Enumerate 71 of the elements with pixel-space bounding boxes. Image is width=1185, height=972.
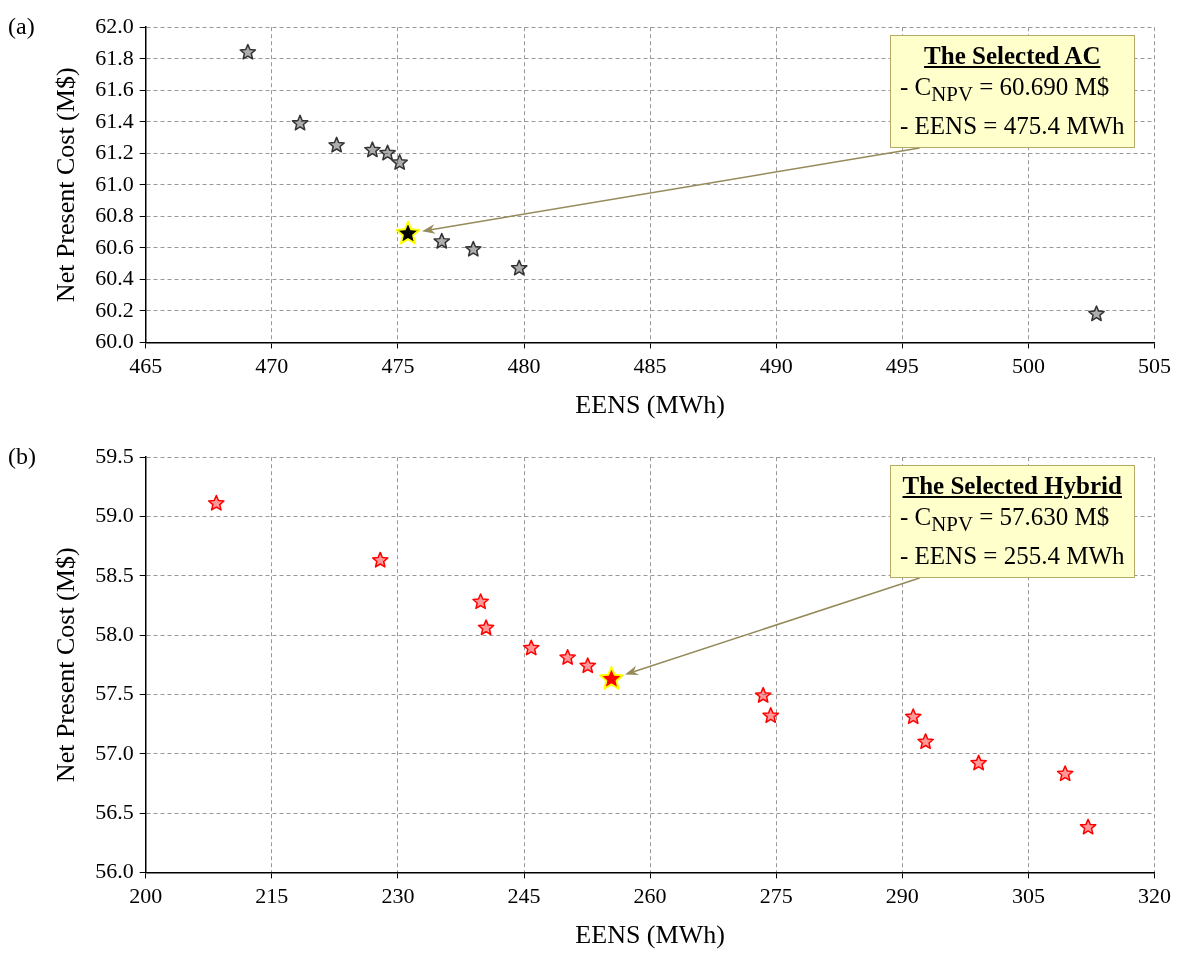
- point: [970, 754, 987, 771]
- x-tick-label: 320: [1138, 883, 1171, 909]
- annotation: The Selected AC - C$_{NPV}$ = 60.690 M$ - EENS = 475.4 MWh: [900, 41, 1125, 142]
- point: [472, 593, 489, 610]
- point: [579, 657, 597, 674]
- point: [379, 144, 396, 161]
- y-tick-label: 56.5: [95, 798, 134, 824]
- y-tick-label: 61.0: [95, 170, 134, 196]
- y-tick-label: 61.8: [95, 44, 134, 70]
- point: [239, 43, 257, 60]
- point: [291, 114, 309, 131]
- y-tick-label: 56.0: [95, 858, 134, 884]
- point: [599, 666, 624, 690]
- x-tick-label: 490: [759, 353, 793, 379]
- point: [1079, 818, 1097, 835]
- y-tick-label: 57.0: [95, 739, 134, 765]
- y-tick-label: 61.6: [95, 76, 134, 102]
- x-axis-title: EENS (MWh): [575, 920, 725, 950]
- y-tick-label: 61.2: [95, 139, 134, 165]
- point: [207, 494, 225, 511]
- y-tick-label: 62.0: [95, 12, 134, 38]
- x-tick-label: 290: [885, 883, 919, 909]
- x-tick-label: 230: [381, 883, 415, 909]
- point: [904, 708, 922, 725]
- x-tick-label: 200: [129, 883, 163, 909]
- y-tick-label: 60.2: [95, 296, 134, 322]
- x-axis-title: EENS (MWh): [575, 390, 725, 420]
- x-tick-label: 505: [1138, 353, 1171, 379]
- point: [433, 232, 451, 249]
- y-tick-label: 60.0: [95, 328, 134, 354]
- point: [1088, 305, 1105, 322]
- x-tick-label: 245: [507, 883, 541, 909]
- x-tick-label: 275: [759, 883, 793, 909]
- point: [559, 648, 576, 665]
- y-tick-label: 60.4: [95, 265, 134, 291]
- point: [1056, 765, 1074, 782]
- x-tick-label: 305: [1011, 883, 1045, 909]
- y-tick-label: 59.0: [95, 502, 134, 528]
- annotation: The Selected Hybrid - C$_{NPV}$ = 57.630 M$ - EENS = 255.4 MWh: [900, 471, 1125, 572]
- x-tick-label: 500: [1011, 353, 1045, 379]
- x-tick-label: 260: [633, 883, 667, 909]
- point: [477, 619, 495, 636]
- x-tick-label: 485: [633, 353, 667, 379]
- chart-title: (a): [8, 13, 35, 39]
- x-tick-label: 465: [129, 353, 163, 379]
- point: [754, 686, 772, 703]
- y-tick-label: 60.6: [95, 233, 134, 259]
- point: [762, 707, 780, 724]
- y-tick-label: 58.5: [95, 561, 134, 587]
- x-tick-label: 215: [255, 883, 289, 909]
- point: [364, 141, 381, 158]
- point: [391, 153, 409, 170]
- point: [328, 136, 345, 153]
- chart-title: (b): [8, 443, 36, 469]
- y-axis-title: Net Present Cost (M$): [51, 547, 81, 783]
- y-tick-label: 59.5: [95, 442, 134, 468]
- point: [917, 733, 934, 750]
- y-tick-label: 58.0: [95, 620, 134, 646]
- x-tick-label: 475: [381, 353, 415, 379]
- x-tick-label: 480: [507, 353, 541, 379]
- x-tick-label: 470: [255, 353, 289, 379]
- point: [464, 240, 482, 257]
- point: [395, 220, 421, 245]
- point: [371, 551, 389, 568]
- y-tick-label: 57.5: [95, 680, 134, 706]
- point: [522, 639, 540, 656]
- point: [510, 259, 528, 276]
- x-tick-label: 495: [885, 353, 919, 379]
- y-tick-label: 61.4: [95, 107, 134, 133]
- y-tick-label: 60.8: [95, 202, 134, 228]
- y-axis-title: Net Present Cost (M$): [51, 67, 81, 303]
